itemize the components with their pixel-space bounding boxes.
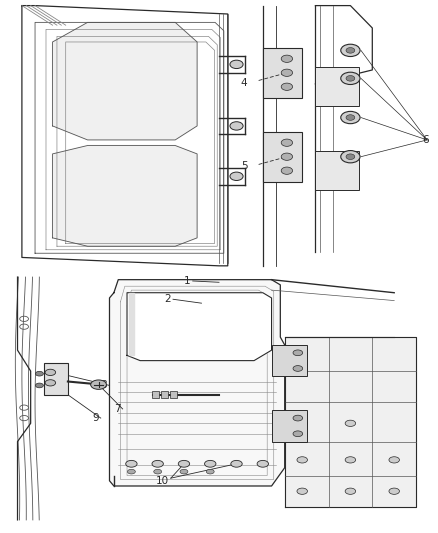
Circle shape (346, 76, 355, 81)
Circle shape (35, 383, 43, 388)
Circle shape (45, 379, 56, 386)
Text: 8: 8 (101, 381, 107, 391)
Text: 7: 7 (114, 404, 120, 414)
Bar (315, 67, 359, 106)
Circle shape (126, 461, 137, 467)
Polygon shape (127, 293, 272, 361)
Polygon shape (53, 22, 197, 140)
Circle shape (346, 115, 355, 120)
Circle shape (178, 461, 190, 467)
Polygon shape (110, 280, 285, 486)
Circle shape (91, 380, 106, 389)
Circle shape (152, 461, 163, 467)
Text: 10: 10 (155, 476, 169, 486)
Circle shape (297, 420, 307, 426)
Bar (152, 391, 159, 399)
Circle shape (293, 350, 303, 356)
Circle shape (206, 469, 214, 474)
Circle shape (341, 111, 360, 124)
Circle shape (389, 457, 399, 463)
Circle shape (231, 461, 242, 467)
Bar (315, 151, 359, 190)
Circle shape (281, 167, 293, 174)
Circle shape (293, 366, 303, 372)
Circle shape (281, 55, 293, 62)
Circle shape (293, 431, 303, 437)
Circle shape (45, 369, 56, 376)
Circle shape (345, 457, 356, 463)
Circle shape (341, 72, 360, 85)
Circle shape (230, 60, 243, 69)
Circle shape (297, 457, 307, 463)
Text: 9: 9 (92, 413, 99, 423)
Text: 4: 4 (241, 77, 247, 87)
Circle shape (230, 172, 243, 181)
Circle shape (345, 420, 356, 426)
Bar (272, 410, 307, 441)
Bar (272, 345, 307, 376)
Bar (263, 132, 302, 182)
Circle shape (35, 372, 43, 376)
Circle shape (346, 47, 355, 53)
Circle shape (293, 415, 303, 421)
Circle shape (180, 469, 188, 474)
Circle shape (389, 488, 399, 494)
Circle shape (281, 69, 293, 76)
Circle shape (297, 488, 307, 494)
Circle shape (281, 139, 293, 147)
Polygon shape (53, 146, 197, 246)
Circle shape (205, 461, 216, 467)
Text: 2: 2 (164, 294, 171, 304)
Text: 6: 6 (423, 135, 429, 145)
Circle shape (257, 461, 268, 467)
Bar (161, 391, 168, 399)
Text: 5: 5 (241, 161, 247, 172)
Circle shape (230, 122, 243, 130)
Bar (44, 364, 68, 394)
Circle shape (341, 150, 360, 163)
Circle shape (281, 153, 293, 160)
Text: 1: 1 (184, 276, 191, 286)
Bar (263, 47, 302, 98)
Circle shape (341, 44, 360, 56)
Circle shape (345, 488, 356, 494)
Polygon shape (285, 337, 416, 507)
Circle shape (281, 83, 293, 91)
Bar (170, 391, 177, 399)
Circle shape (154, 469, 162, 474)
Circle shape (346, 154, 355, 159)
Polygon shape (129, 293, 134, 356)
Circle shape (127, 469, 135, 474)
